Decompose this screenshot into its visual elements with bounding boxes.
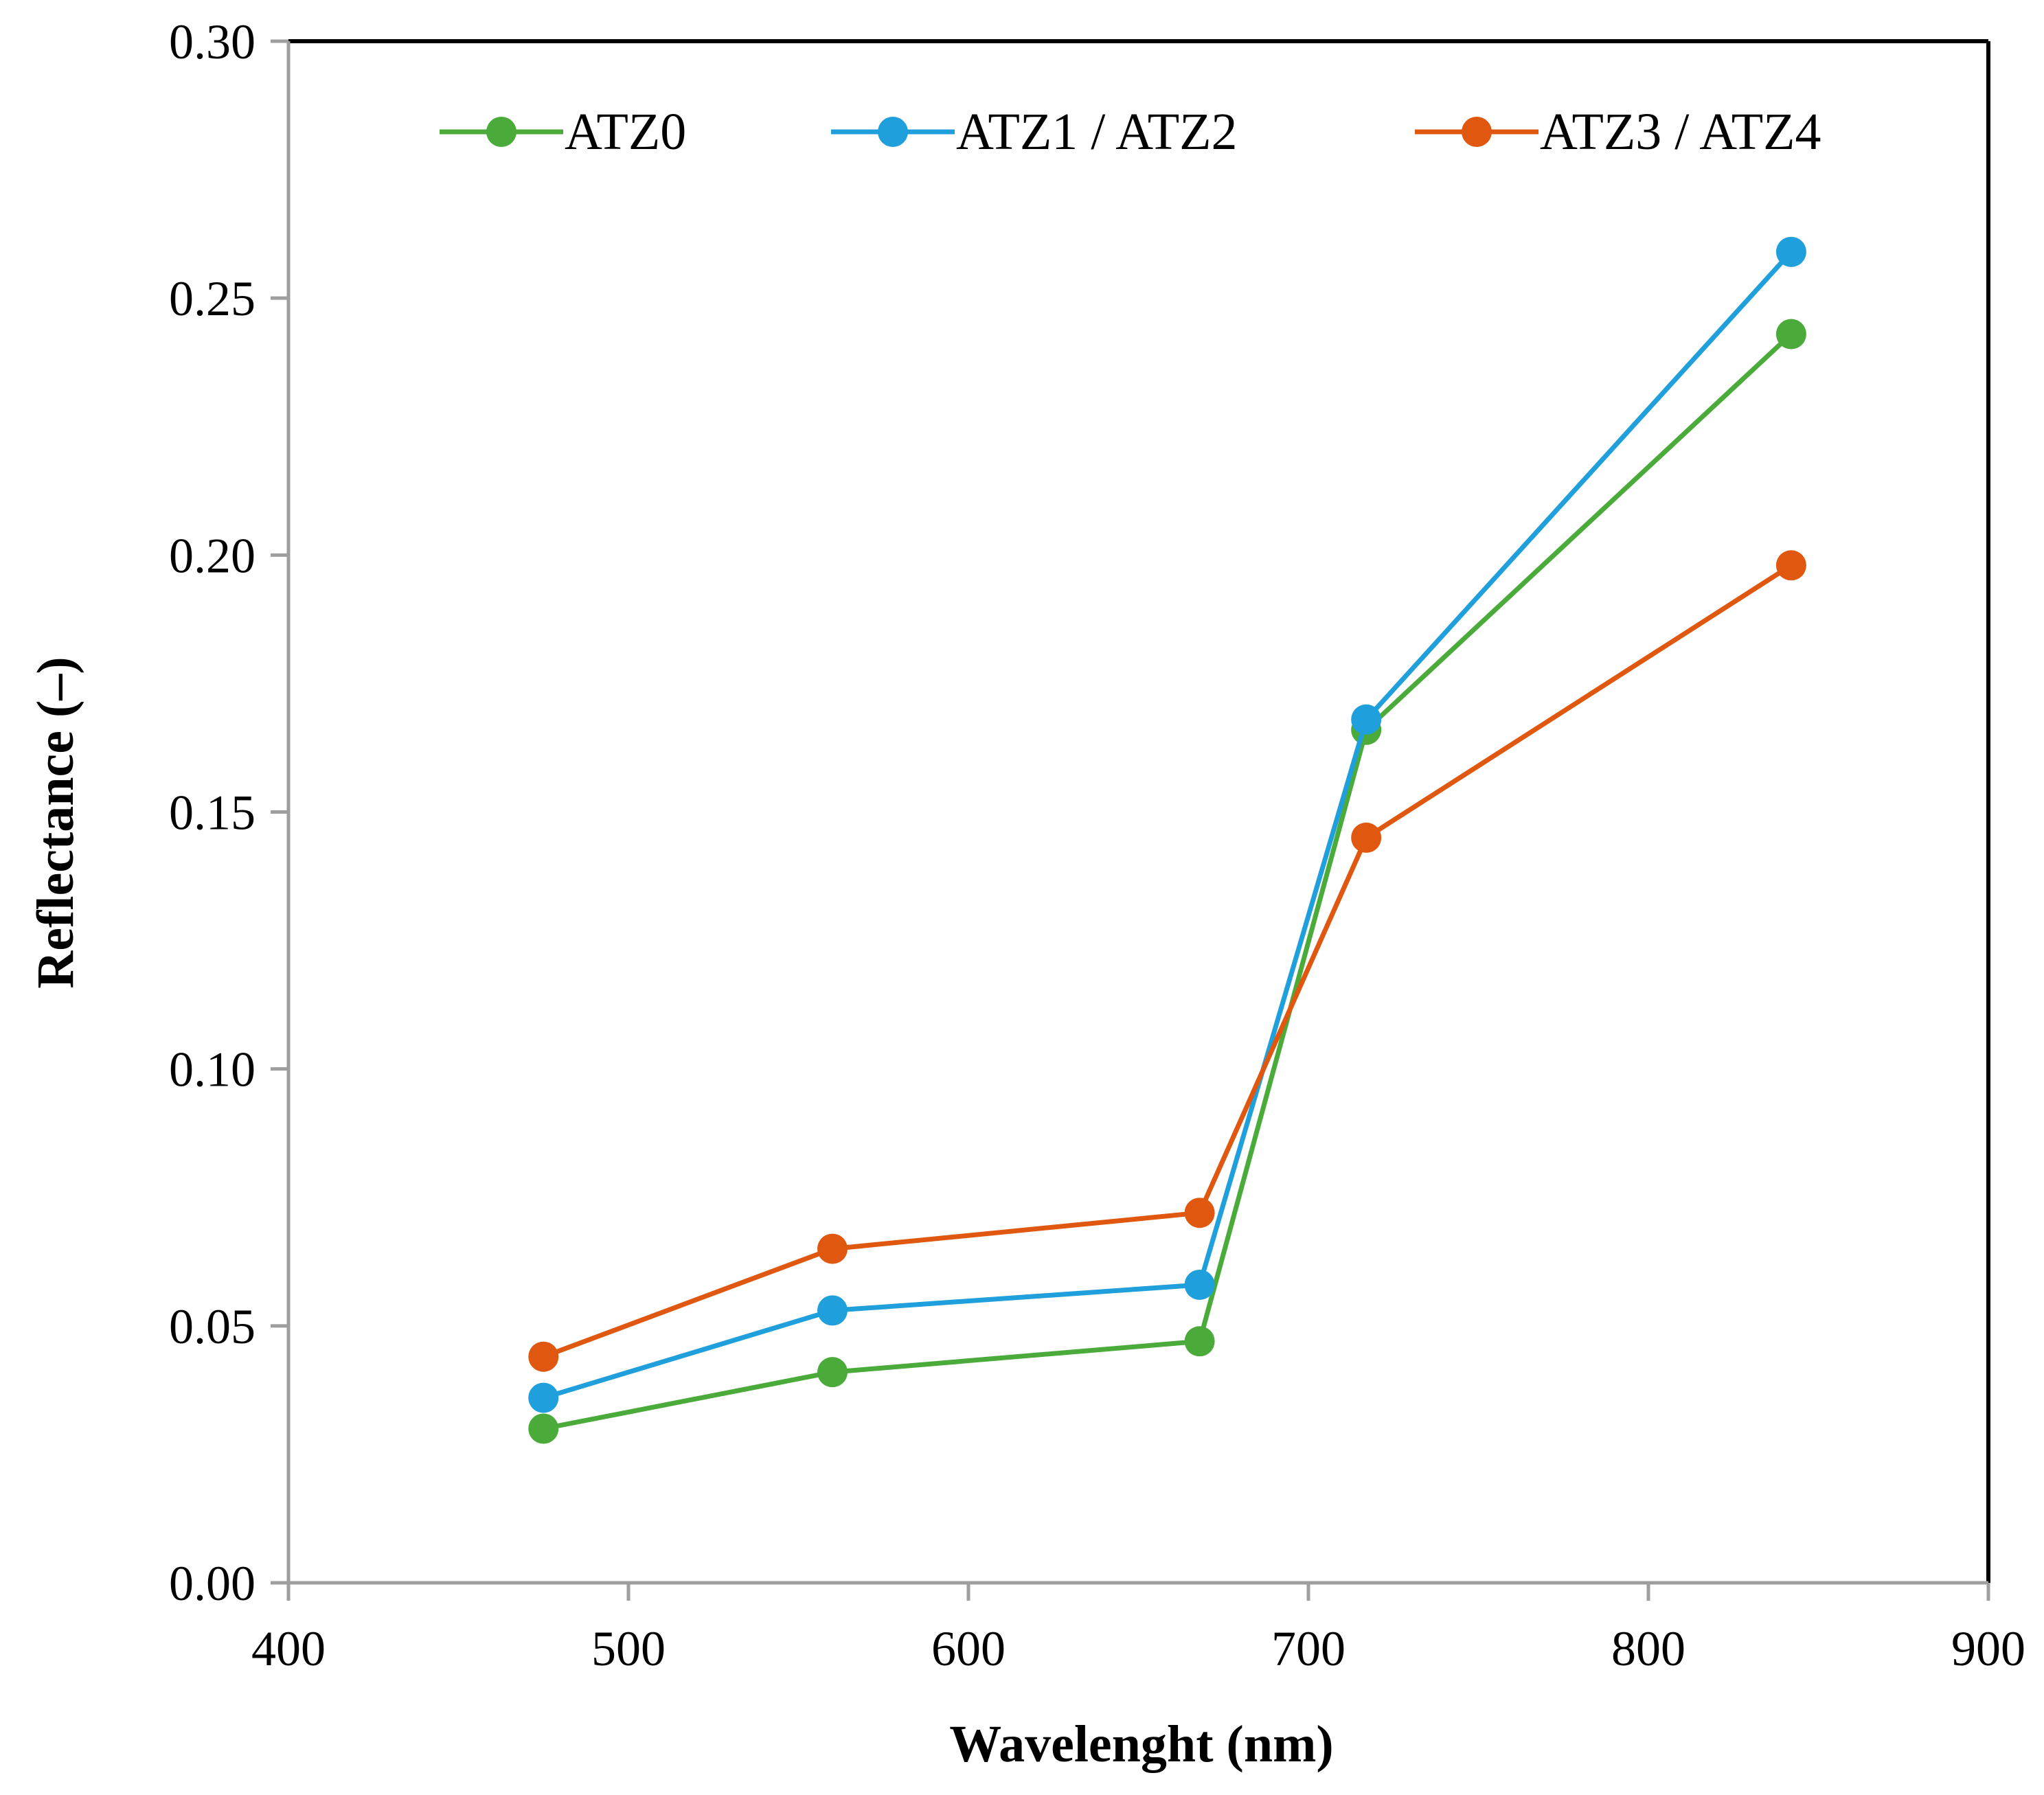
x-tick-label-600: 600: [931, 1621, 1006, 1676]
data-point-atz1-atz2-842: [1775, 236, 1806, 267]
y-tick-label-0.05: 0.05: [169, 1299, 255, 1354]
data-point-atz1-atz2-475: [528, 1382, 559, 1413]
y-tick-label-0.25: 0.25: [169, 271, 255, 326]
legend-label-atz0: ATZ0: [565, 103, 686, 161]
data-point-atz3-atz4-475: [528, 1341, 559, 1372]
series-line-atz3-atz4: [543, 563, 1793, 1359]
data-point-atz1-atz2-717: [1351, 704, 1382, 735]
series-atz1-atz2: [528, 236, 1806, 1413]
legend-marker-atz1-atz2: [878, 117, 908, 147]
data-point-atz3-atz4-668: [1184, 1198, 1215, 1228]
x-axis-title: Wavelenght (nm): [949, 1715, 1333, 1773]
legend-item-atz0: ATZ0: [440, 103, 686, 161]
data-point-atz0-842: [1775, 319, 1806, 350]
data-point-atz0-668: [1184, 1326, 1215, 1357]
series-atz3-atz4: [528, 550, 1806, 1372]
legend-label-atz1-atz2: ATZ1 / ATZ2: [956, 103, 1238, 161]
series-layer: [528, 236, 1806, 1444]
data-point-atz3-atz4-560: [817, 1233, 848, 1264]
y-tick-label-0.20: 0.20: [169, 528, 255, 583]
x-tick-label-900: 900: [1951, 1621, 2025, 1676]
legend-item-atz1-atz2: ATZ1 / ATZ2: [831, 103, 1238, 161]
y-tick-label-0.00: 0.00: [169, 1556, 255, 1611]
x-tick-label-500: 500: [591, 1621, 666, 1676]
data-point-atz0-475: [528, 1413, 559, 1444]
legend-label-atz3-atz4: ATZ3 / ATZ4: [1540, 103, 1821, 161]
x-tick-label-800: 800: [1611, 1621, 1685, 1676]
data-point-atz3-atz4-842: [1775, 550, 1806, 581]
legend-marker-atz3-atz4: [1462, 117, 1492, 147]
data-point-atz3-atz4-717: [1351, 822, 1382, 853]
y-tick-label-0.15: 0.15: [169, 786, 255, 841]
y-axis-title: Reflectance (–): [27, 656, 84, 988]
x-tick-label-700: 700: [1271, 1621, 1345, 1676]
data-point-atz1-atz2-668: [1184, 1269, 1215, 1300]
legend: ATZ0 ATZ1 / ATZ2 ATZ3 / ATZ4: [440, 103, 1821, 161]
series-line-atz0: [543, 332, 1793, 1431]
data-point-atz0-560: [817, 1357, 848, 1388]
axes: 400 500 600 700 800 900 0.00 0.05 0.10 0.15 0.20 0.…: [169, 14, 2025, 1676]
legend-marker-atz0: [486, 117, 516, 147]
x-tick-label-400: 400: [251, 1621, 326, 1676]
legend-item-atz3-atz4: ATZ3 / ATZ4: [1415, 103, 1821, 161]
y-tick-label-0.30: 0.30: [169, 14, 255, 69]
y-tick-label-0.10: 0.10: [169, 1042, 255, 1097]
data-point-atz1-atz2-560: [817, 1295, 848, 1326]
series-line-atz1-atz2: [543, 250, 1793, 1400]
series-atz0: [528, 319, 1806, 1444]
